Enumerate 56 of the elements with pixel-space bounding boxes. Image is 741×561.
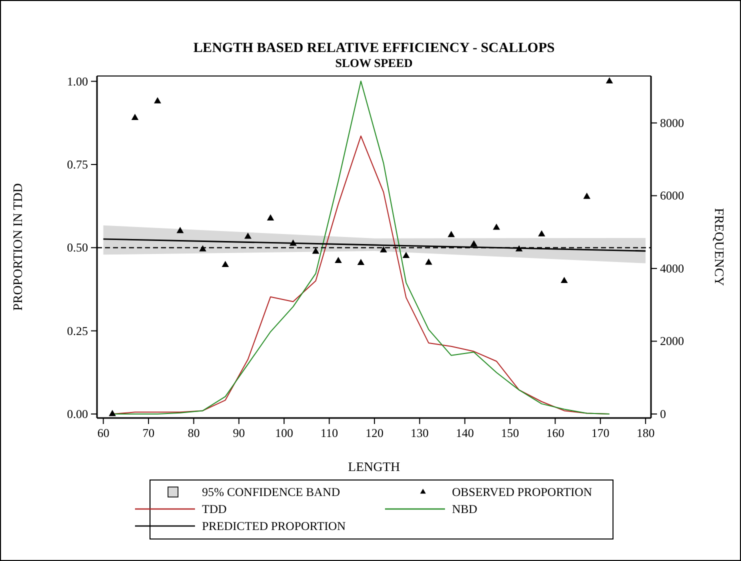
y-tick-label: 0.00: [67, 407, 88, 422]
point: [244, 232, 252, 239]
y2-tick-label: 6000: [660, 188, 684, 203]
point: [583, 192, 590, 199]
legend-label: OBSERVED PROPORTION: [452, 485, 592, 499]
point: [154, 97, 162, 104]
point: [515, 245, 523, 252]
point: [108, 410, 116, 416]
point: [176, 226, 184, 234]
x-tick-label: 130: [410, 426, 429, 440]
point: [380, 246, 388, 252]
y2-axis-title: FREQUENCY: [712, 208, 727, 287]
chart-subtitle: SLOW SPEED: [335, 56, 414, 70]
y-axis-title: PROPORTION IN TDD: [10, 183, 25, 311]
y2-tick-label: 0: [660, 407, 666, 421]
point: [266, 214, 274, 220]
x-tick-label: 70: [142, 426, 155, 440]
point: [334, 256, 342, 264]
x-tick-label: 60: [97, 426, 110, 440]
point: [560, 276, 568, 283]
x-tick-label: 180: [636, 426, 655, 440]
text: 95% CONFIDENCE BAND: [202, 485, 340, 499]
x-tick-label: 150: [501, 426, 520, 440]
point: [606, 77, 613, 84]
chart-title: LENGTH BASED RELATIVE EFFICIENCY - SCALLOPS: [193, 41, 555, 56]
x-tick-label: 80: [188, 426, 200, 440]
point: [222, 260, 229, 268]
legend-label: PREDICTED PROPORTION: [202, 519, 346, 533]
y2-tick-label: 2000: [660, 334, 684, 348]
point: [492, 224, 500, 230]
point: [470, 240, 478, 246]
point: [131, 114, 139, 120]
point: [538, 230, 546, 236]
x-tick-label: 110: [320, 426, 338, 440]
x-tick-label: 170: [591, 426, 610, 440]
x-tick-label: 140: [456, 426, 474, 440]
point: [425, 258, 432, 265]
point: [199, 245, 206, 252]
y2-tick-label: 4000: [660, 261, 684, 276]
legend-label: NBD: [452, 502, 478, 516]
x-tick-label: 120: [365, 426, 384, 440]
x-tick-label: 90: [232, 426, 245, 440]
point: [357, 258, 364, 266]
legend-label: TDD: [202, 502, 227, 516]
point: [402, 252, 410, 258]
y-tick-label: 1.00: [67, 74, 88, 88]
x-tick-label: 100: [275, 426, 294, 440]
x-axis-title: LENGTH: [348, 459, 400, 474]
point: [290, 240, 297, 246]
point: [312, 248, 320, 254]
y-tick-label: 0.50: [67, 240, 88, 255]
y-tick-label: 0.25: [67, 324, 88, 338]
point: [448, 230, 455, 238]
y2-tick-label: 8000: [660, 116, 684, 130]
y-tick-label: 0.75: [67, 157, 88, 172]
x-tick-label: 160: [546, 426, 564, 440]
